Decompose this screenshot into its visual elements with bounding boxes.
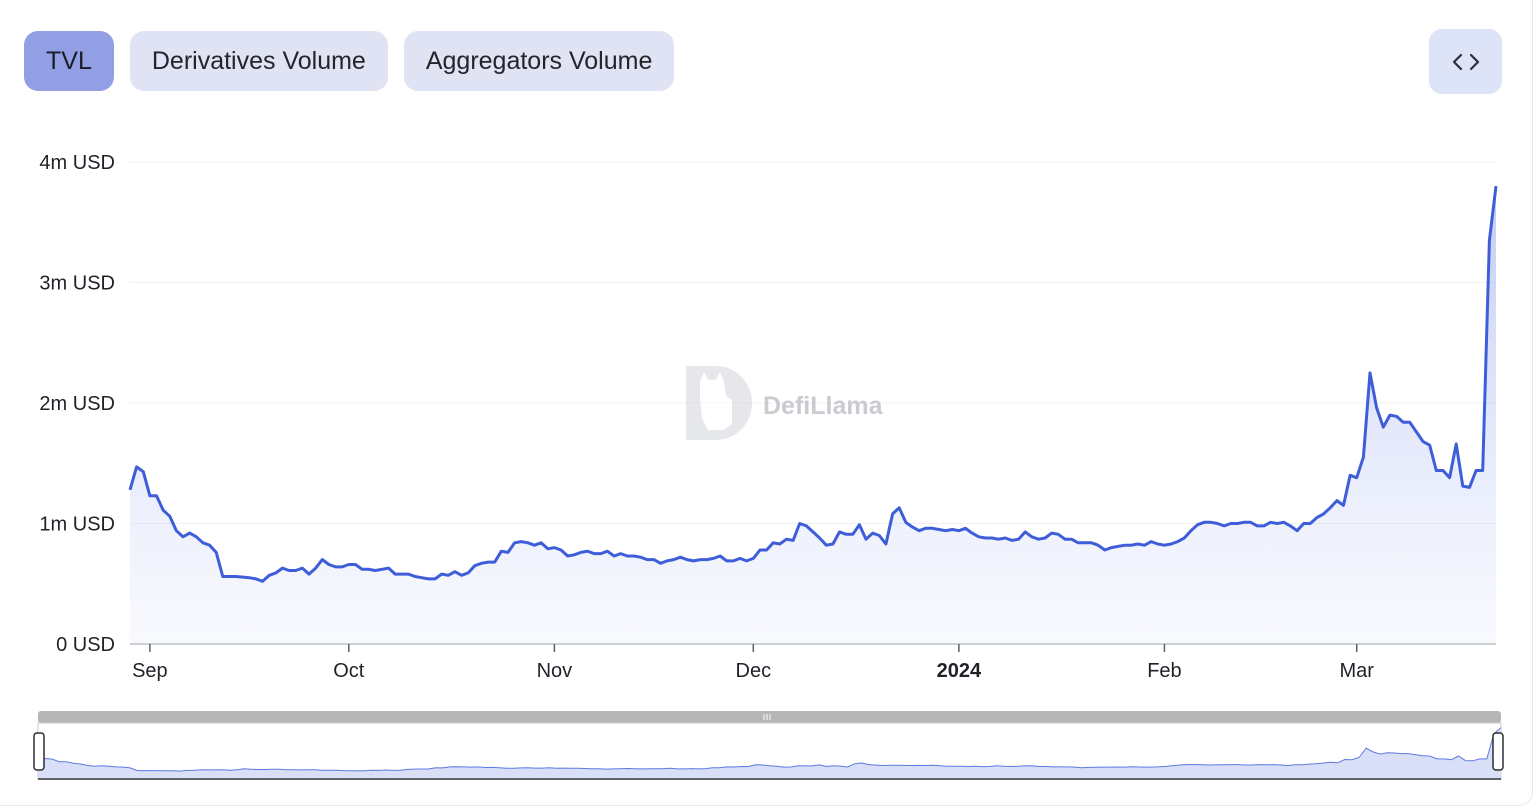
y-axis: 0 USD 1m USD 2m USD 3m USD 4m USD xyxy=(39,152,115,656)
embed-button[interactable] xyxy=(1429,29,1502,94)
x-tick-label: Sep xyxy=(132,660,168,682)
metric-tabs: TVL Derivatives Volume Aggregators Volum… xyxy=(24,31,675,91)
grid-lines xyxy=(130,161,1496,524)
x-tick-label: Feb xyxy=(1147,660,1181,682)
code-icon xyxy=(1452,53,1479,70)
x-tick-label: Dec xyxy=(736,660,772,682)
tab-aggregators-volume[interactable]: Aggregators Volume xyxy=(403,31,675,91)
tvl-area xyxy=(130,186,1496,644)
x-tick-label: Mar xyxy=(1340,660,1375,682)
x-tick-label: 2024 xyxy=(937,660,982,682)
llama-logo xyxy=(686,366,752,440)
y-tick-label: 3m USD xyxy=(39,273,115,295)
x-tick-label: Nov xyxy=(537,660,573,682)
y-tick-label: 1m USD xyxy=(39,514,115,536)
range-handle-left[interactable] xyxy=(33,732,45,771)
range-handle-right[interactable] xyxy=(1492,732,1504,771)
x-tick-label: Oct xyxy=(333,660,365,682)
tab-tvl[interactable]: TVL xyxy=(24,31,114,91)
tab-derivatives-volume[interactable]: Derivatives Volume xyxy=(129,31,388,91)
x-axis: Sep Oct Nov Dec 2024 Feb Mar xyxy=(132,644,1374,682)
y-tick-label: 0 USD xyxy=(56,634,115,656)
y-tick-label: 4m USD xyxy=(39,152,115,174)
y-tick-label: 2m USD xyxy=(39,393,115,415)
watermark-text: DefiLlama xyxy=(763,392,884,420)
tvl-line xyxy=(128,185,1498,583)
defillama-watermark: DefiLlama xyxy=(686,366,884,440)
range-slider-bar[interactable] xyxy=(38,711,1501,723)
